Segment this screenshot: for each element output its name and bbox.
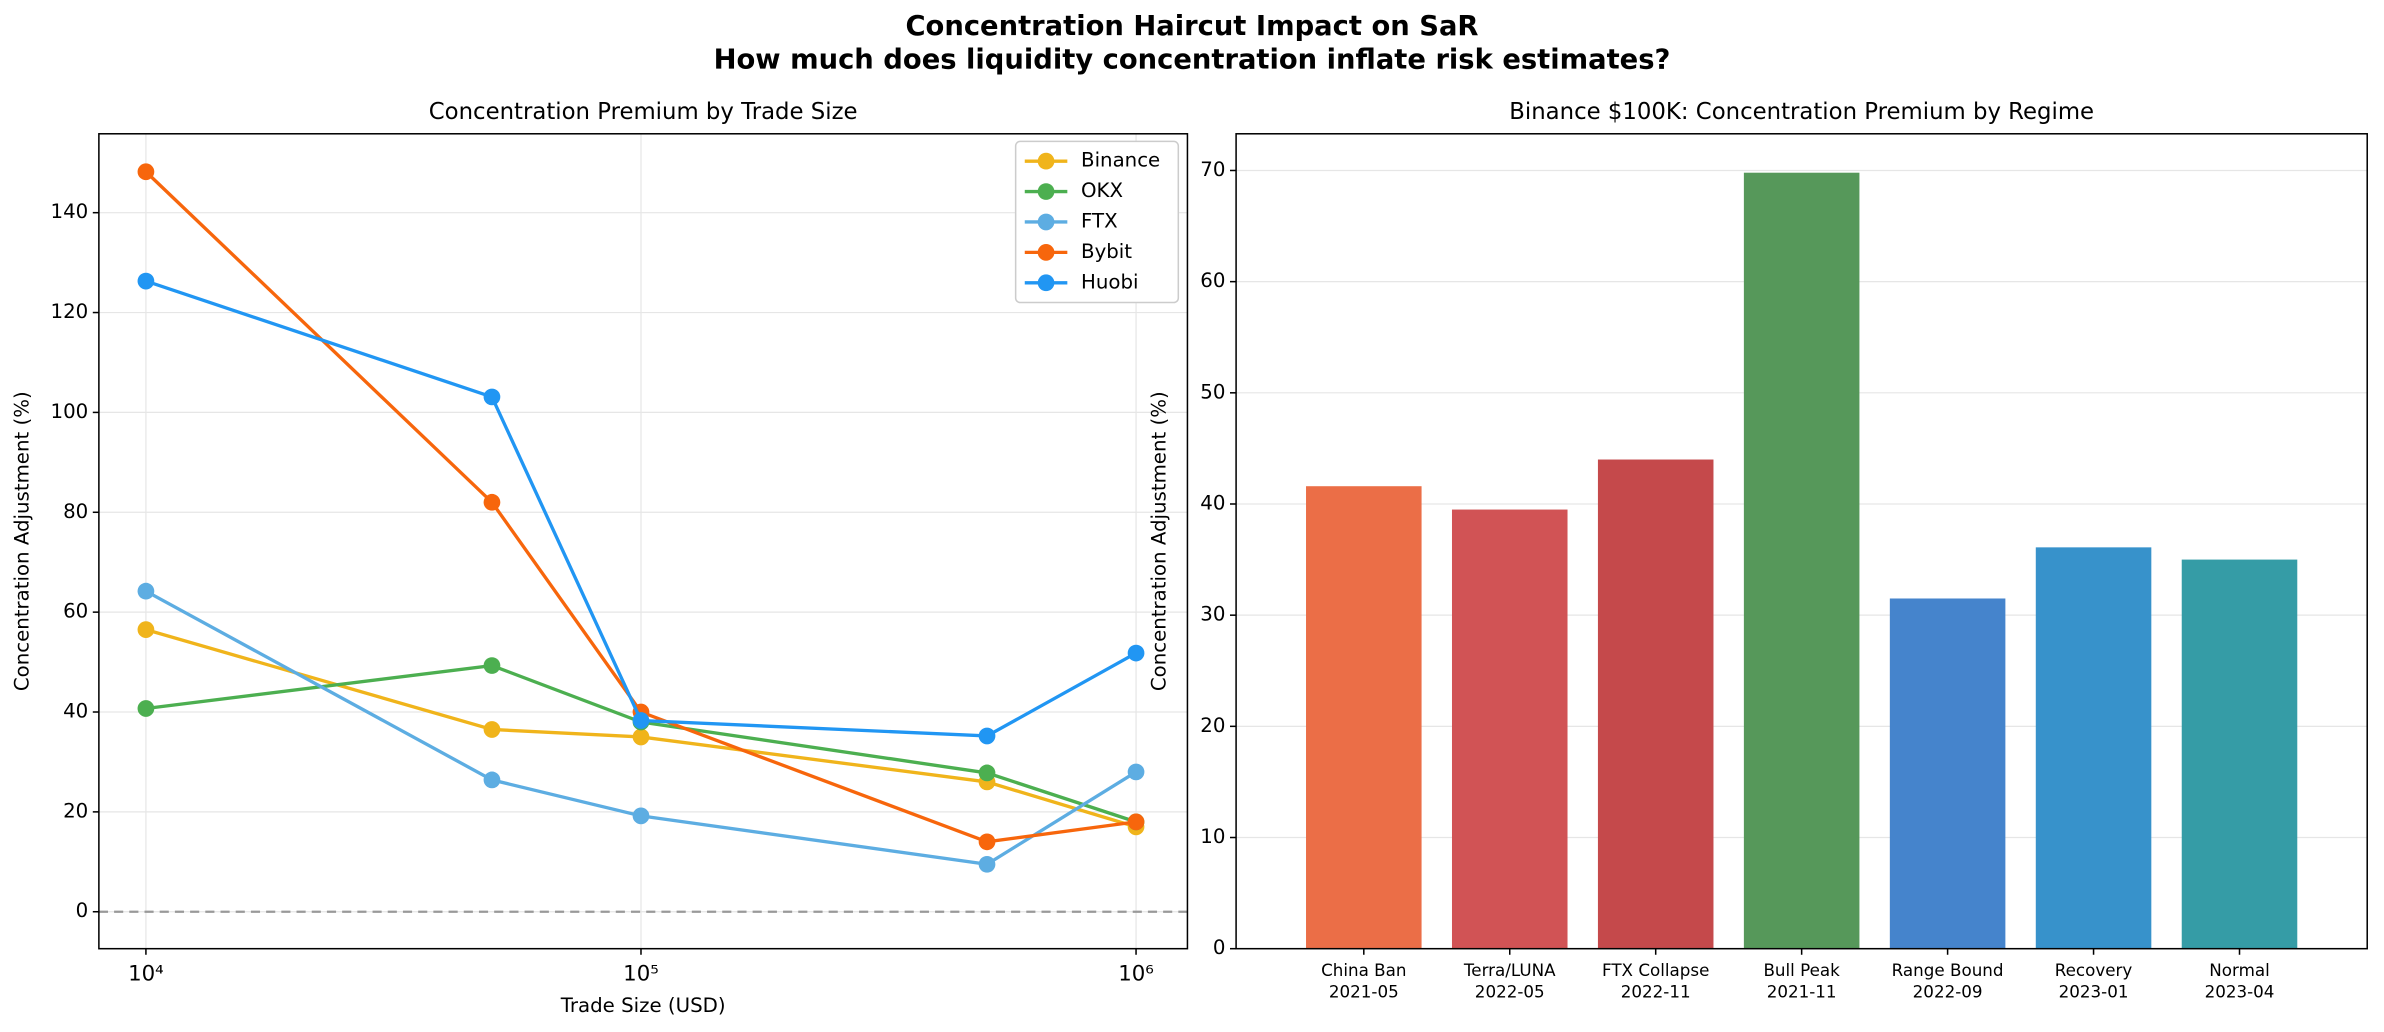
y-tick-label: 60 xyxy=(1200,269,1225,292)
y-tick-label: 30 xyxy=(1200,603,1225,626)
y-tick-label: 20 xyxy=(63,799,88,822)
point xyxy=(137,700,155,717)
point xyxy=(137,163,155,181)
point xyxy=(483,493,501,511)
point xyxy=(483,721,501,738)
y-tick-label: 80 xyxy=(63,500,88,523)
bar xyxy=(1451,509,1568,949)
point xyxy=(632,728,650,746)
point xyxy=(632,807,650,825)
point xyxy=(1127,644,1145,662)
point xyxy=(137,272,155,290)
bar xyxy=(1743,172,1860,949)
x-tick-label: FTX Collapse xyxy=(1602,960,1709,980)
point xyxy=(483,771,501,789)
y-tick-label: 40 xyxy=(63,700,88,723)
x-tick-label: 2023-01 xyxy=(2059,981,2129,1001)
bar xyxy=(1597,459,1714,949)
legend-label: Bybit xyxy=(1081,240,1132,263)
figure-subtitle: How much does liquidity concentration in… xyxy=(714,44,1671,75)
x-tick-label: Bull Peak xyxy=(1763,960,1840,980)
bar xyxy=(1889,598,2006,949)
y-tick-label: 120 xyxy=(51,300,89,323)
figure-title: Concentration Haircut Impact on SaR xyxy=(905,11,1478,42)
chart-title: Concentration Premium by Trade Size xyxy=(429,99,858,125)
x-tick-label: 2023-04 xyxy=(2205,981,2275,1001)
bar xyxy=(2035,547,2152,949)
y-axis-label: Concentration Adjustment (%) xyxy=(1148,391,1171,691)
legend-marker xyxy=(1037,244,1055,261)
x-tick-label: 10⁵ xyxy=(623,962,659,987)
legend-marker xyxy=(1037,274,1055,292)
chart-title: Binance $100K: Concentration Premium by … xyxy=(1509,99,2094,125)
legend-label: Binance xyxy=(1081,149,1160,172)
legend-label: FTX xyxy=(1081,209,1118,232)
x-axis-label: Trade Size (USD) xyxy=(560,994,726,1017)
y-tick-label: 0 xyxy=(76,899,89,922)
point xyxy=(1127,813,1145,831)
x-tick-label: Normal xyxy=(2209,960,2270,980)
legend-marker xyxy=(1037,183,1055,200)
y-tick-label: 50 xyxy=(1200,380,1225,403)
x-tick-label: 2022-09 xyxy=(1913,981,1983,1001)
x-tick-label: 10⁶ xyxy=(1118,962,1154,987)
y-tick-label: 40 xyxy=(1200,491,1225,514)
x-tick-label: 2021-11 xyxy=(1767,981,1837,1001)
point xyxy=(1127,763,1145,781)
axes-frame xyxy=(1235,133,2368,950)
point xyxy=(483,657,501,674)
legend-box xyxy=(1014,140,1180,304)
point xyxy=(978,727,996,745)
point xyxy=(632,712,650,729)
y-tick-label: 70 xyxy=(1200,158,1225,181)
point xyxy=(978,855,996,873)
x-tick-label: 2021-05 xyxy=(1329,981,1399,1001)
x-tick-label: Range Bound xyxy=(1892,960,2004,980)
point xyxy=(483,388,501,406)
point xyxy=(137,621,155,638)
y-tick-label: 60 xyxy=(63,600,88,623)
y-tick-label: 20 xyxy=(1200,714,1225,737)
x-tick-label: 2022-11 xyxy=(1621,981,1691,1001)
bar xyxy=(1306,486,1422,949)
axes-frame xyxy=(98,133,1189,950)
x-tick-label: Terra/LUNA xyxy=(1463,960,1556,980)
legend-marker xyxy=(1037,152,1055,170)
y-tick-label: 10 xyxy=(1200,825,1225,848)
y-tick-label: 100 xyxy=(51,400,89,423)
point xyxy=(137,582,155,600)
legend-label: OKX xyxy=(1081,179,1123,202)
point xyxy=(978,764,996,782)
x-tick-label: China Ban xyxy=(1321,960,1406,980)
legend-marker xyxy=(1037,213,1055,231)
point xyxy=(978,833,996,851)
x-tick-label: 10⁴ xyxy=(128,962,164,987)
y-tick-label: 140 xyxy=(51,200,89,223)
bar xyxy=(2181,559,2298,949)
y-tick-label: 0 xyxy=(1213,936,1226,959)
x-tick-label: Recovery xyxy=(2055,960,2133,980)
y-axis-label: Concentration Adjustment (%) xyxy=(10,391,33,691)
x-tick-label: 2022-05 xyxy=(1475,981,1545,1001)
legend-label: Huobi xyxy=(1081,270,1138,293)
